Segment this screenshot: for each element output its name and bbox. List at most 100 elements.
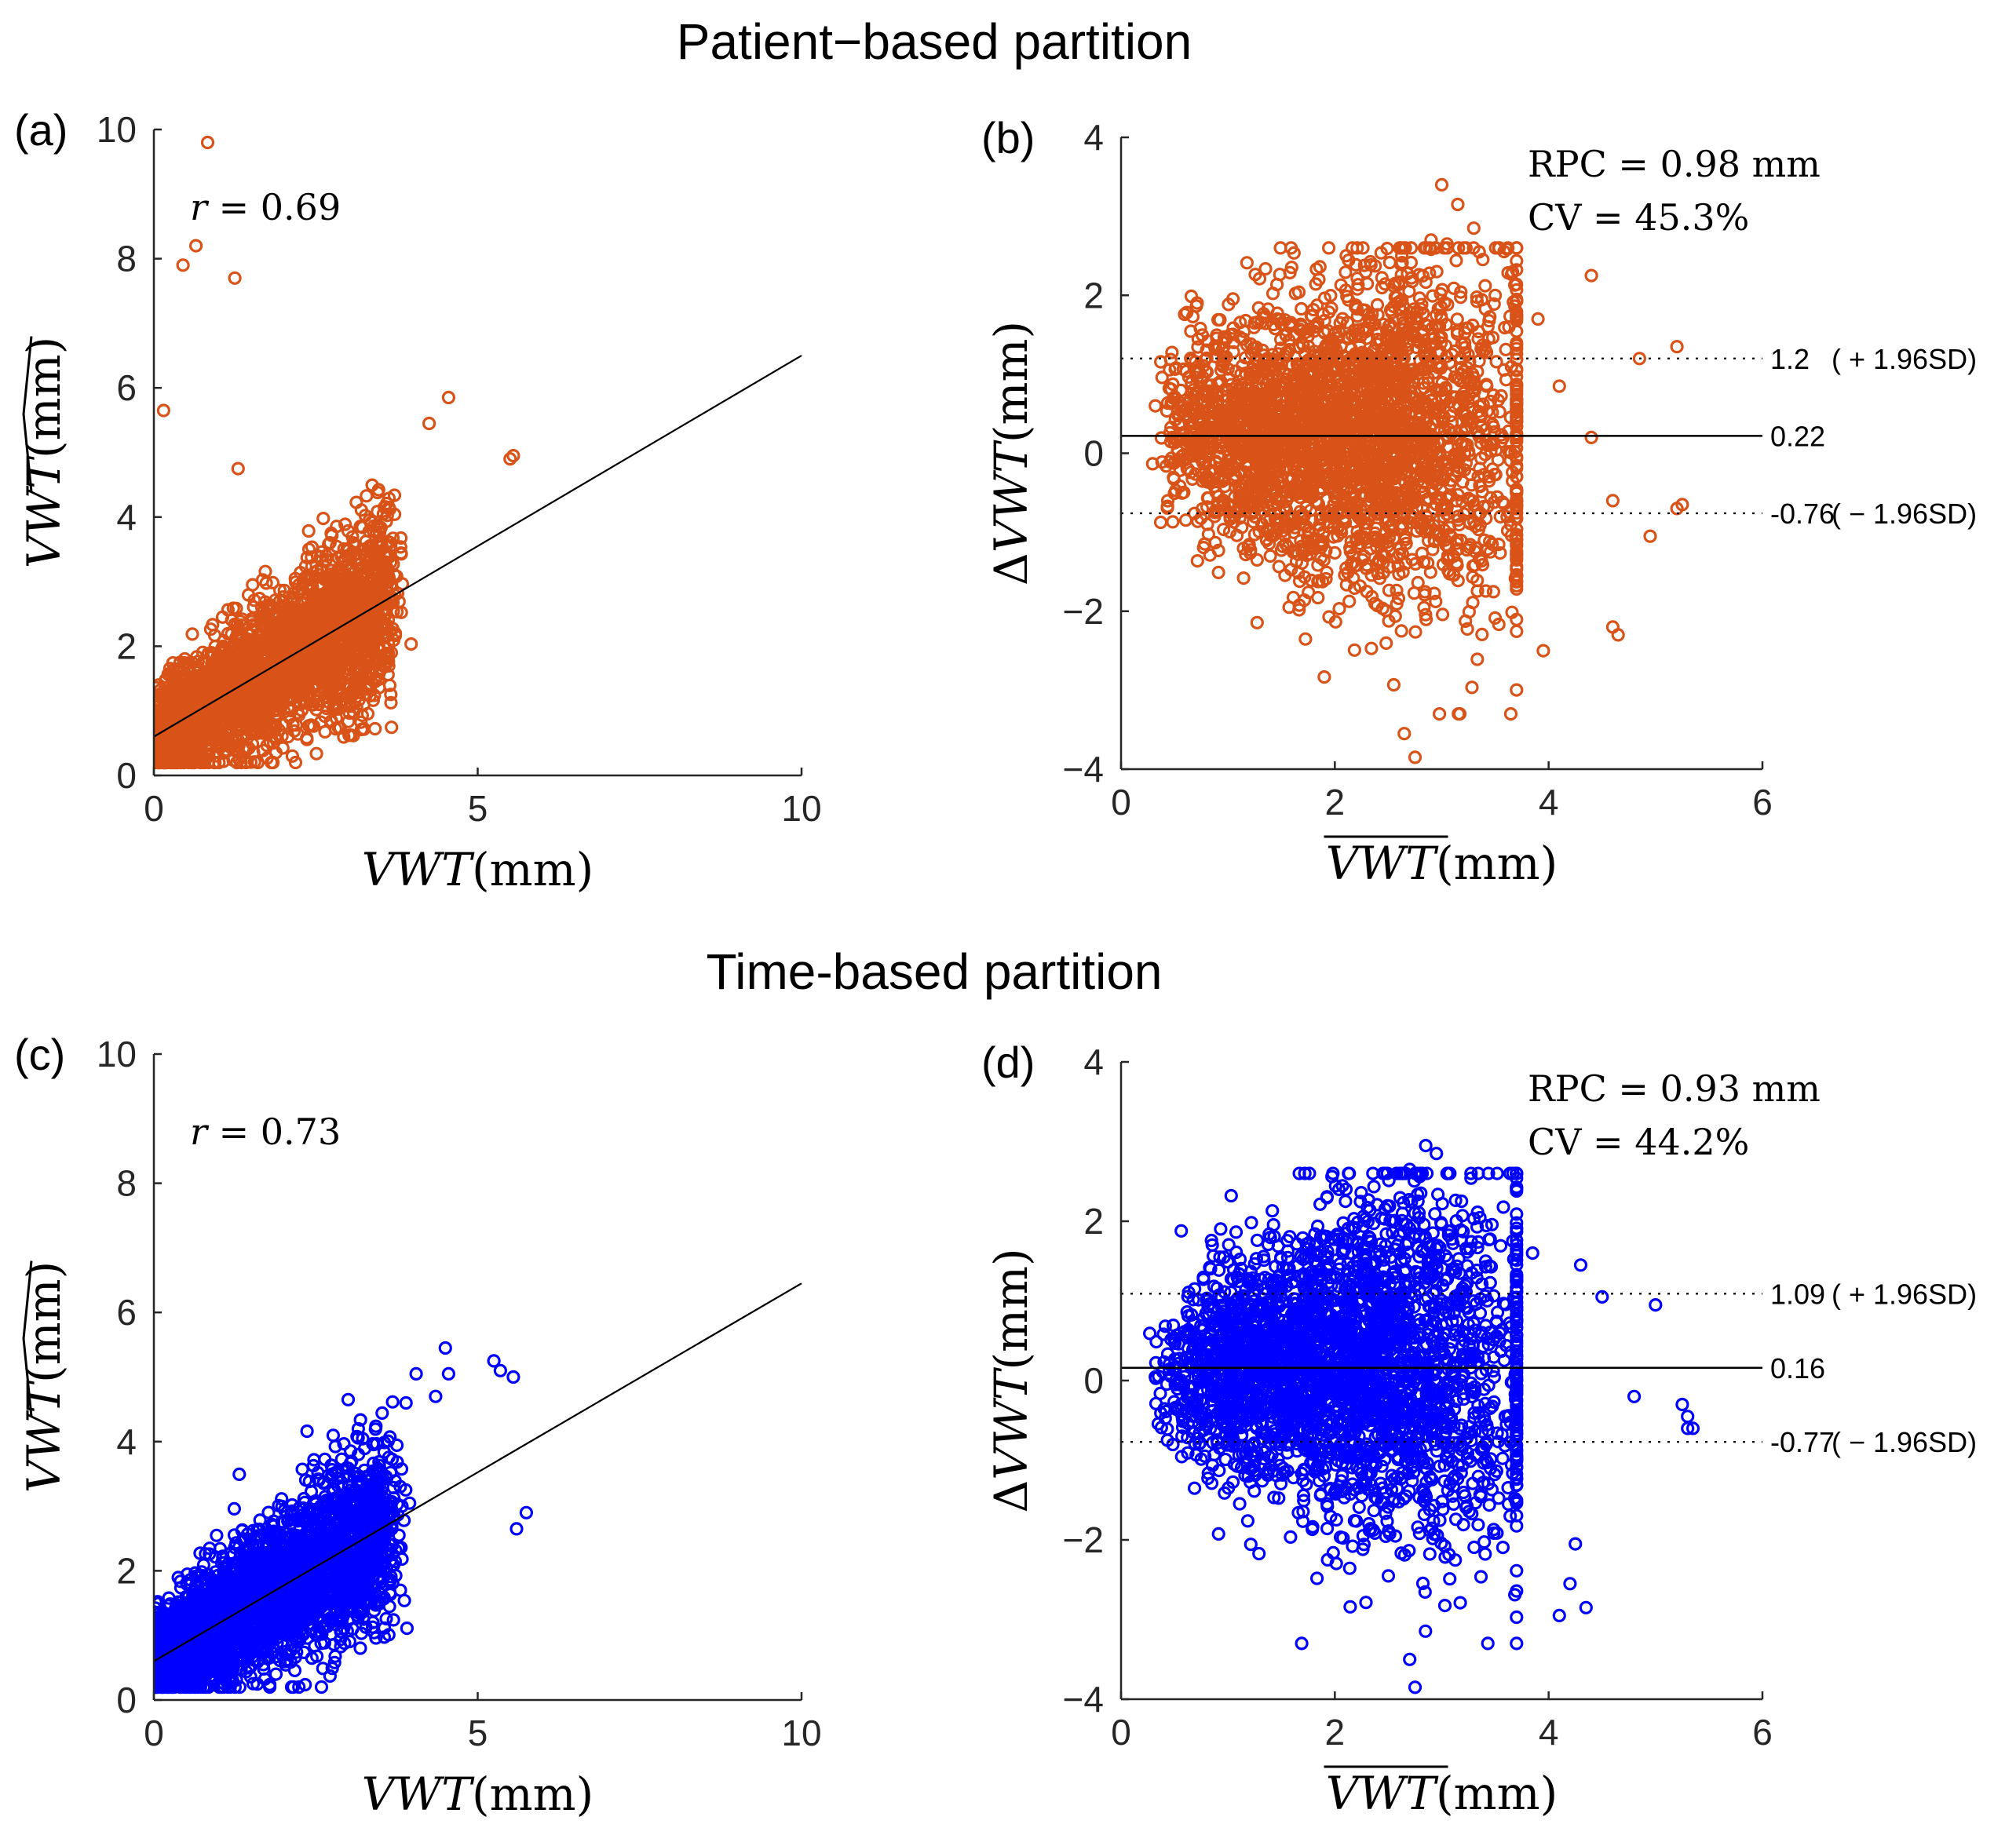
data-point — [257, 642, 272, 657]
data-point — [1492, 405, 1507, 419]
y-label-hat — [22, 336, 33, 492]
data-point — [1322, 610, 1336, 624]
data-point — [392, 594, 406, 609]
data-point — [184, 750, 199, 764]
data-point — [300, 731, 314, 745]
data-point — [320, 629, 334, 643]
data-point — [290, 630, 305, 645]
data-point — [219, 677, 233, 691]
data-point — [503, 452, 517, 466]
data-point — [360, 489, 374, 503]
data-point — [234, 643, 248, 657]
data-point — [1463, 467, 1477, 482]
y-tick-label: 0 — [116, 755, 137, 796]
data-point — [394, 547, 408, 561]
data-point — [374, 553, 388, 567]
data-point — [1478, 584, 1493, 598]
data-point — [305, 579, 319, 593]
data-point — [198, 688, 212, 703]
data-point — [371, 483, 385, 497]
data-point — [183, 730, 197, 744]
data-point — [273, 593, 287, 608]
scatter-points — [1145, 177, 1689, 764]
data-point — [1258, 261, 1273, 276]
data-point — [185, 627, 199, 641]
data-point — [154, 715, 163, 729]
data-point — [156, 724, 171, 739]
data-point — [1386, 677, 1401, 692]
data-point — [327, 608, 341, 622]
data-point — [346, 682, 360, 697]
data-point — [1191, 514, 1205, 528]
data-point — [310, 549, 324, 563]
data-point — [207, 755, 221, 770]
data-point — [360, 687, 374, 701]
data-point — [305, 571, 320, 585]
data-point — [1510, 396, 1524, 410]
data-point — [228, 271, 242, 285]
data-point — [261, 598, 275, 612]
data-point — [217, 633, 231, 648]
data-point — [1460, 622, 1474, 637]
data-point — [1203, 548, 1217, 562]
y-tick-label: 10 — [97, 109, 137, 150]
data-point — [1452, 706, 1467, 721]
data-point — [174, 701, 188, 715]
data-point — [1435, 283, 1449, 297]
data-point — [1378, 277, 1393, 291]
data-point — [1216, 522, 1231, 537]
data-point — [351, 599, 365, 613]
data-point — [362, 560, 376, 575]
data-point — [1153, 515, 1168, 530]
data-point — [189, 239, 203, 253]
data-point — [287, 724, 301, 738]
data-point — [236, 663, 250, 677]
data-point — [341, 644, 355, 658]
data-point — [338, 517, 352, 531]
data-point — [331, 551, 345, 565]
data-point — [1494, 428, 1509, 442]
data-point — [422, 416, 436, 431]
regression-line — [153, 355, 802, 738]
data-point — [324, 564, 339, 578]
data-point — [382, 491, 396, 505]
data-point — [1211, 565, 1225, 580]
data-point — [350, 582, 364, 596]
data-point — [230, 629, 244, 643]
data-point — [1247, 527, 1262, 542]
data-point — [1236, 571, 1251, 586]
data-point — [385, 720, 399, 735]
section-title-patient: Patient−based partition — [677, 13, 1192, 70]
data-point — [263, 735, 277, 749]
y-tick-label: 4 — [116, 497, 137, 538]
data-point — [376, 507, 390, 521]
data-point — [1260, 498, 1274, 513]
data-point — [1317, 669, 1331, 684]
data-point — [1408, 625, 1423, 639]
data-point — [277, 705, 291, 719]
data-point — [1145, 457, 1160, 471]
data-point — [285, 749, 299, 763]
data-point — [188, 714, 202, 728]
data-point — [324, 526, 338, 541]
data-point — [1382, 255, 1397, 270]
data-point — [384, 695, 398, 710]
data-point — [346, 633, 360, 648]
data-point — [332, 571, 346, 586]
data-point — [185, 706, 199, 720]
data-point — [1489, 355, 1503, 369]
data-point — [1435, 607, 1450, 622]
data-point — [316, 511, 331, 526]
data-point — [245, 717, 259, 732]
data-point — [334, 610, 349, 625]
data-point — [1473, 479, 1488, 494]
data-point — [309, 642, 323, 656]
data-point — [1488, 611, 1503, 626]
data-point — [331, 702, 345, 716]
data-point — [362, 654, 376, 668]
data-point — [199, 672, 214, 686]
data-point — [217, 754, 231, 768]
data-point — [346, 536, 360, 550]
data-point — [275, 729, 289, 743]
data-point — [243, 655, 257, 669]
